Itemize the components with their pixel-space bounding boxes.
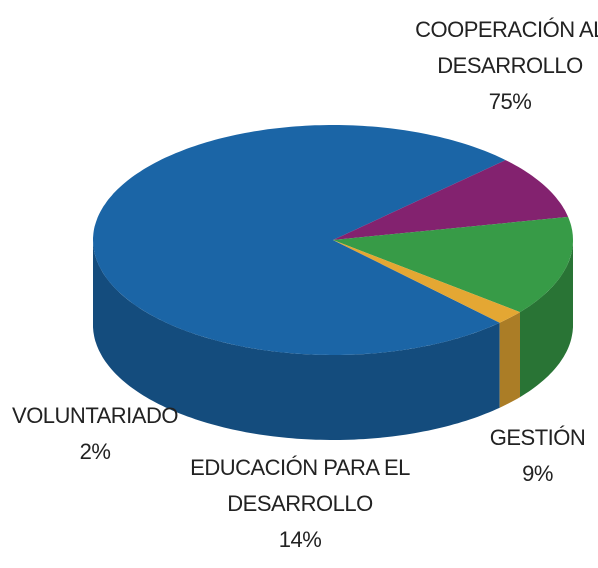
slice <box>333 160 569 240</box>
category-name: EDUCACIÓN PARA EL DESARROLLO <box>190 455 410 516</box>
value-label: 14% <box>278 527 322 552</box>
value-label: 75% <box>488 89 532 114</box>
category-name: COOPERACIÓN AL DESARROLLO <box>415 17 598 78</box>
slice-label: EDUCACIÓN PARA EL DESARROLLO 14% <box>185 450 415 558</box>
slice-side <box>520 240 573 398</box>
slice-label: COOPERACIÓN AL DESARROLLO 75% <box>405 12 598 120</box>
value-label: 9% <box>522 461 553 486</box>
slice <box>333 216 573 313</box>
slice <box>333 240 520 323</box>
slice <box>93 125 506 355</box>
slice-side <box>93 240 500 440</box>
value-label: 2% <box>79 439 111 464</box>
category-name: VOLUNTARIADO <box>12 403 178 428</box>
category-name: GESTIÓN <box>489 425 586 450</box>
slice-label: VOLUNTARIADO 2% <box>0 398 190 470</box>
slice-side <box>499 312 520 408</box>
slice-label: GESTIÓN 9% <box>470 420 598 492</box>
